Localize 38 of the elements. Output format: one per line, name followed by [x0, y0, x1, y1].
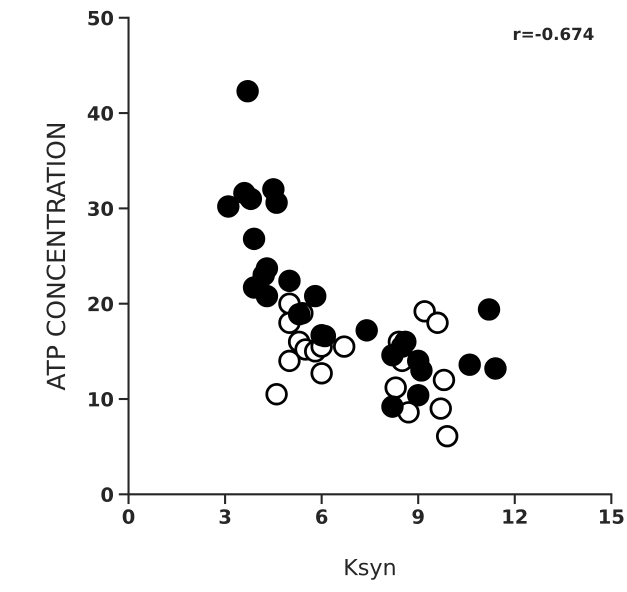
y-tick-label: 30	[88, 201, 114, 216]
point	[265, 383, 288, 406]
point	[304, 284, 326, 308]
x-tick-label: 15	[600, 510, 624, 524]
x-axis-title: Ksyn	[345, 558, 395, 580]
point	[484, 357, 507, 380]
point	[458, 353, 481, 376]
y-tick-label: 40	[88, 106, 114, 121]
point	[381, 395, 404, 418]
point	[310, 362, 333, 384]
x-tick-label: 12	[503, 509, 527, 524]
point	[236, 80, 259, 102]
point	[426, 312, 449, 334]
point	[436, 424, 458, 448]
point	[288, 302, 310, 326]
y-tick-label: 0	[101, 487, 114, 502]
x-tick-label: 0	[122, 509, 134, 524]
point	[406, 384, 430, 406]
x-tick-label: 3	[220, 509, 230, 524]
y-tick-label: 50	[88, 10, 114, 26]
point	[332, 335, 356, 358]
point	[278, 270, 301, 292]
point	[430, 397, 452, 420]
point	[278, 350, 301, 372]
point	[432, 368, 456, 392]
y-tick-label: 20	[88, 296, 114, 312]
point	[256, 284, 278, 308]
point	[240, 188, 262, 210]
y-axis-title: ATP CONCENTRATION	[46, 124, 66, 390]
annotation: r=-0.674	[514, 28, 594, 40]
point	[478, 298, 500, 321]
point	[217, 195, 240, 218]
point	[242, 228, 266, 250]
x-tick-label: 6	[316, 509, 328, 524]
point	[356, 319, 378, 342]
y-tick-label: 10	[89, 392, 114, 407]
x-tick-label: 9	[412, 509, 424, 524]
point	[384, 376, 407, 399]
